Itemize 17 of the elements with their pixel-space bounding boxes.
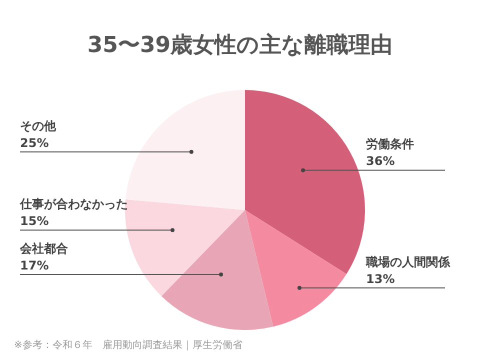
data-label: 15% [20, 214, 49, 228]
slice-label: 会社都合 [19, 241, 69, 256]
pie-slice [245, 90, 365, 274]
data-label: 17% [20, 258, 49, 272]
data-label: 25% [20, 136, 49, 150]
chart-title: 35〜39歳女性の主な離職理由 [86, 32, 394, 60]
slice-label: 仕事が合わなかった [19, 197, 128, 212]
slice-label: 労働条件 [366, 137, 414, 152]
data-label: 36% [366, 154, 395, 168]
pie-slice [161, 210, 274, 330]
pie-slice [245, 210, 346, 327]
slice-label: その他 [20, 118, 57, 133]
slice-label: 職場の人間関係 [365, 254, 451, 269]
pie-slice [125, 90, 245, 210]
data-label: 13% [366, 272, 395, 286]
text: ※参考：令和６年 雇用動向調査結果｜厚生労働省 [14, 338, 242, 352]
pie-slice [125, 199, 245, 296]
